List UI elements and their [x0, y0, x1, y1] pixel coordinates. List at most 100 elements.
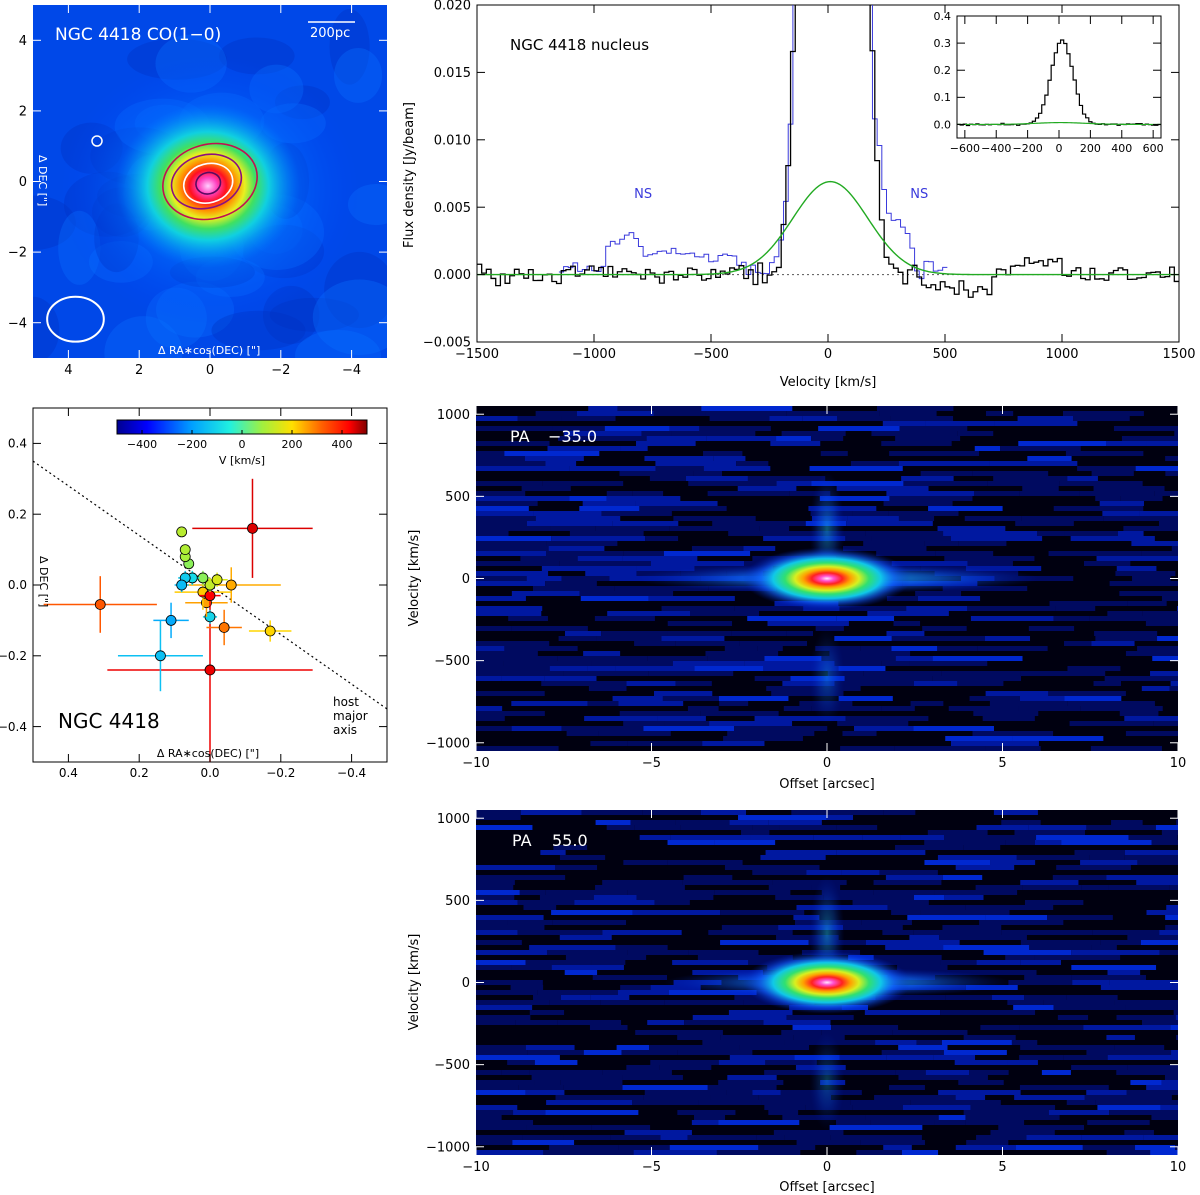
noise-segment — [1092, 930, 1160, 935]
noise-segment — [544, 925, 631, 930]
noise-segment — [476, 446, 514, 451]
noise-segment — [1005, 526, 1038, 531]
noise-segment — [1071, 975, 1146, 980]
noise-segment — [598, 731, 671, 736]
noise-segment — [1005, 840, 1035, 845]
noise-segment — [744, 661, 835, 666]
noise-segment — [535, 516, 621, 521]
noise-segment — [965, 1120, 1025, 1125]
noise-segment — [924, 541, 959, 546]
mottle-blob — [294, 329, 381, 358]
x-tick-label: −1500 — [455, 347, 499, 362]
noise-segment — [1132, 576, 1171, 581]
noise-segment — [690, 900, 729, 905]
noise-segment — [1049, 601, 1128, 606]
noise-segment — [846, 521, 933, 526]
noise-segment — [1122, 900, 1168, 905]
noise-segment — [728, 905, 764, 910]
noise-segment — [907, 641, 981, 646]
noise-segment — [518, 621, 601, 626]
noise-segment — [1150, 1120, 1179, 1125]
noise-segment — [691, 601, 724, 606]
noise-segment — [881, 820, 921, 825]
noise-segment — [754, 716, 846, 721]
noise-segment — [476, 696, 547, 701]
noise-segment — [862, 1085, 889, 1090]
mottle-blob — [104, 316, 183, 358]
noise-segment — [1151, 1115, 1178, 1120]
noise-segment — [1158, 711, 1200, 716]
noise-segment — [476, 486, 522, 491]
noise-segment — [1127, 1065, 1178, 1070]
x-tick-label: −5 — [642, 1160, 661, 1175]
noise-segment — [693, 471, 723, 476]
noise-segment — [701, 406, 793, 411]
noise-segment — [654, 691, 713, 696]
noise-segment — [1173, 870, 1200, 875]
noise-segment — [926, 546, 1011, 551]
noise-segment — [1061, 960, 1104, 965]
noise-segment — [898, 461, 990, 466]
noise-segment — [591, 960, 626, 965]
noise-segment — [653, 1015, 693, 1020]
noise-segment — [854, 1015, 909, 1020]
noise-segment — [925, 1085, 962, 1090]
noise-segment — [937, 855, 1017, 860]
noise-segment — [541, 611, 607, 616]
noise-segment — [532, 1005, 601, 1010]
noise-segment — [1020, 1045, 1115, 1050]
noise-segment — [939, 935, 1027, 940]
noise-segment — [1035, 860, 1080, 865]
noise-segment — [763, 536, 846, 541]
noise-segment — [814, 731, 842, 736]
noise-segment — [740, 511, 811, 516]
spectrum-panel: −1500 −1000 −500 0 500 1000 1500−0.0050.0000.0… — [402, 0, 1196, 390]
noise-segment — [1143, 945, 1200, 950]
noise-segment — [555, 1095, 644, 1100]
noise-segment — [476, 636, 530, 641]
noise-segment — [769, 416, 803, 421]
noise-segment — [871, 536, 951, 541]
noise-segment — [821, 656, 896, 661]
noise-segment — [666, 815, 738, 820]
noise-segment — [850, 461, 899, 466]
noise-segment — [929, 486, 1023, 491]
x-tick-label: 4 — [64, 363, 72, 378]
noise-segment — [1048, 1035, 1106, 1040]
noise-segment — [1069, 721, 1154, 726]
noise-segment — [1124, 716, 1178, 721]
noise-segment — [925, 850, 1003, 855]
noise-segment — [560, 1055, 648, 1060]
noise-segment — [852, 501, 883, 506]
noise-segment — [970, 616, 1054, 621]
noise-segment — [715, 746, 778, 751]
x-tick-label: 10 — [1170, 756, 1187, 771]
x-tick-label: 0.4 — [59, 766, 78, 780]
noise-segment — [859, 1070, 896, 1075]
noise-segment — [1177, 606, 1178, 611]
offset-point — [176, 579, 188, 591]
noise-segment — [1074, 1075, 1104, 1080]
x-tick-label: −10 — [462, 1160, 489, 1175]
noise-segment — [595, 885, 685, 890]
noise-segment — [909, 950, 983, 955]
noise-segment — [509, 531, 570, 536]
noise-segment — [1099, 501, 1144, 506]
noise-segment — [922, 1125, 998, 1130]
noise-segment — [724, 601, 774, 606]
noise-segment — [546, 471, 620, 476]
noise-segment — [548, 546, 605, 551]
noise-segment — [779, 825, 837, 830]
noise-segment — [631, 925, 722, 930]
noise-segment — [1144, 501, 1200, 506]
noise-segment — [526, 596, 581, 601]
noise-segment — [1048, 426, 1114, 431]
noise-segment — [809, 466, 903, 471]
noise-segment — [943, 531, 1038, 536]
noise-segment — [963, 1035, 1016, 1040]
noise-segment — [648, 671, 734, 676]
noise-segment — [1111, 820, 1143, 825]
major-axis-label-1: host — [333, 695, 359, 709]
noise-segment — [1155, 701, 1200, 706]
contour-3 — [182, 162, 234, 204]
